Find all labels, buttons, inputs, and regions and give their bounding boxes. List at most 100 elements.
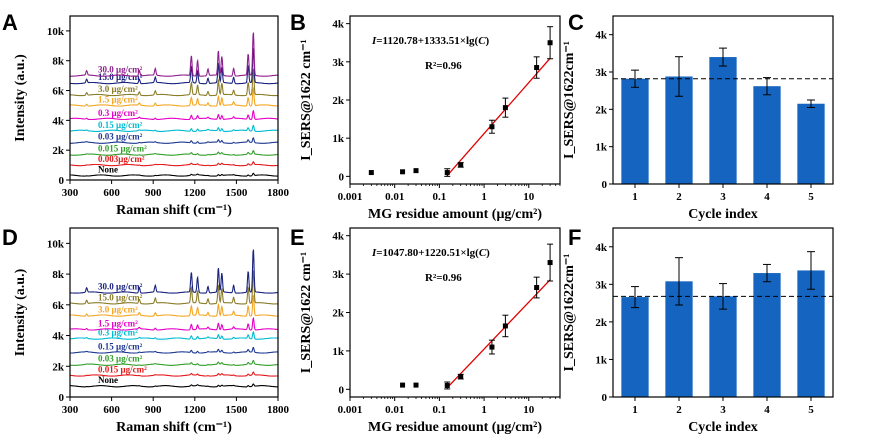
- y-tick-label: 3k: [332, 57, 345, 69]
- spectrum-line: [70, 172, 278, 177]
- x-tick-label: 1500: [225, 404, 248, 416]
- panel-label: E: [290, 225, 305, 250]
- data-point: [534, 65, 540, 71]
- y-tick-label: 3k: [595, 67, 608, 79]
- x-tick-label: 2: [676, 191, 682, 203]
- x-tick-label: 1500: [225, 187, 248, 199]
- y-tick-label: 2k: [52, 145, 65, 157]
- data-point: [400, 169, 406, 175]
- plot-frame: [69, 227, 279, 398]
- panel-label: D: [2, 225, 18, 250]
- y-axis-label: I_SERS@1622 cm⁻¹: [299, 39, 314, 160]
- x-tick-label: 10: [523, 404, 535, 416]
- plot-frame: [612, 15, 834, 185]
- panel-label: F: [568, 225, 581, 250]
- spectrum-label: 0.015 μg/cm²: [98, 364, 147, 374]
- y-tick-label: 10k: [47, 238, 65, 250]
- equation-var-c: C: [479, 247, 487, 259]
- data-point: [489, 344, 495, 350]
- spectrum-label: None: [98, 165, 118, 175]
- spectrum-line: [69, 109, 278, 121]
- y-axis-label: Intensity (a.u.): [13, 268, 28, 356]
- spectrum-label: 0.03 μg/cm²: [98, 354, 143, 364]
- y-tick-label: 3k: [595, 279, 608, 291]
- data-point: [413, 168, 419, 174]
- fit-equation: I=1047.80+1220.51×lg(C): [371, 247, 490, 259]
- fit-equation: I=1120.78+1333.51×lg(C): [371, 35, 490, 47]
- spectrum-line: [70, 295, 279, 317]
- x-tick-label: 300: [62, 404, 79, 416]
- spectrum-label: 0.15 μg/cm²: [98, 120, 143, 130]
- panel-f-cycle-bar-chart: 1 2 3 4 5 0 1k 2k 3k 4k Cycle index I_SERS@1622cm⁻¹…: [562, 225, 834, 435]
- x-tick-label: 0.01: [385, 191, 404, 203]
- data-point: [368, 170, 374, 176]
- y-tick-label: 1k: [332, 346, 345, 358]
- bar: [797, 270, 825, 397]
- y-tick-label: 0: [339, 384, 345, 396]
- equation-var-i: I: [371, 247, 377, 259]
- spectrum-label: 3.0 μg/cm²: [98, 84, 138, 94]
- x-tick-label: 1: [632, 191, 638, 203]
- x-axis-label: MG residue amount (μg/cm²): [368, 420, 542, 435]
- spectrum-label: 0.003μg/cm²: [98, 154, 145, 164]
- r-squared: R²=0.96: [425, 272, 462, 284]
- x-tick-label: 1: [632, 404, 638, 416]
- fit-line: [446, 279, 551, 389]
- x-tick-label: 300: [62, 187, 79, 199]
- y-axis-label: Intensity (a.u.): [13, 54, 28, 142]
- x-tick-label: 5: [808, 404, 814, 416]
- x-axis-label: Cycle index: [688, 420, 758, 435]
- x-tick-label: 1800: [267, 404, 290, 416]
- spectrum-label: 0.3 μg/cm²: [98, 108, 138, 118]
- y-tick-label: 4k: [595, 242, 608, 254]
- y-tick-label: 4k: [332, 19, 345, 31]
- x-tick-label: 900: [145, 187, 162, 199]
- spectrum-line: [70, 383, 278, 388]
- y-tick-label: 1k: [332, 133, 345, 145]
- bar: [753, 273, 781, 397]
- spectrum-line: [69, 124, 278, 132]
- x-axis-label: Raman shift (cm⁻¹): [116, 420, 232, 435]
- spectrum-label: 15.0 μg/cm²: [98, 292, 143, 302]
- panel-e-calibration-plot: 0.001 0.01 0.1 1 10 0 1k 2k 3k 4k I=1047.80+1220.5…: [290, 225, 561, 435]
- spectrum-line: [70, 371, 279, 377]
- x-tick-label: 3: [720, 404, 726, 416]
- y-tick-label: 6k: [52, 300, 65, 312]
- bar: [709, 296, 737, 397]
- spectrum-line: [69, 359, 279, 366]
- y-tick-label: 1k: [595, 142, 608, 154]
- y-tick-label: 1k: [595, 354, 608, 366]
- spectrum-line: [70, 249, 278, 294]
- y-tick-label: 4k: [332, 231, 345, 243]
- spectrum-label: 15.0 μg/cm²: [98, 72, 143, 82]
- data-point: [534, 285, 540, 291]
- r-squared: R²=0.96: [425, 60, 462, 72]
- y-tick-label: 2k: [595, 317, 608, 329]
- spectrum-line: [69, 331, 278, 340]
- x-tick-label: 1200: [184, 404, 207, 416]
- x-tick-label: 0.1: [433, 191, 447, 203]
- x-tick-label: 0.001: [338, 191, 363, 203]
- data-point: [413, 382, 419, 388]
- y-tick-label: 4k: [595, 30, 608, 42]
- x-tick-label: 600: [103, 187, 120, 199]
- spectrum-line: [69, 346, 279, 354]
- bar: [797, 103, 825, 184]
- x-axis-label: Raman shift (cm⁻¹): [116, 203, 232, 218]
- plot-frame: [612, 227, 834, 398]
- x-tick-label: 0.001: [338, 404, 363, 416]
- y-tick-label: 8k: [52, 269, 65, 281]
- y-tick-label: 0: [602, 392, 608, 404]
- panel-label: A: [2, 10, 18, 35]
- spectrum-label: 0.3 μg/cm²: [98, 328, 138, 338]
- y-axis-label: I_SERS@1622cm⁻¹: [562, 254, 577, 372]
- x-tick-label: 5: [808, 191, 814, 203]
- data-point: [458, 374, 464, 380]
- bar: [621, 78, 649, 184]
- spectrum-label: 0.015 μg/cm²: [98, 144, 147, 154]
- equation-close: ): [486, 247, 490, 259]
- fit-line: [446, 57, 551, 176]
- y-tick-label: 0: [339, 171, 345, 183]
